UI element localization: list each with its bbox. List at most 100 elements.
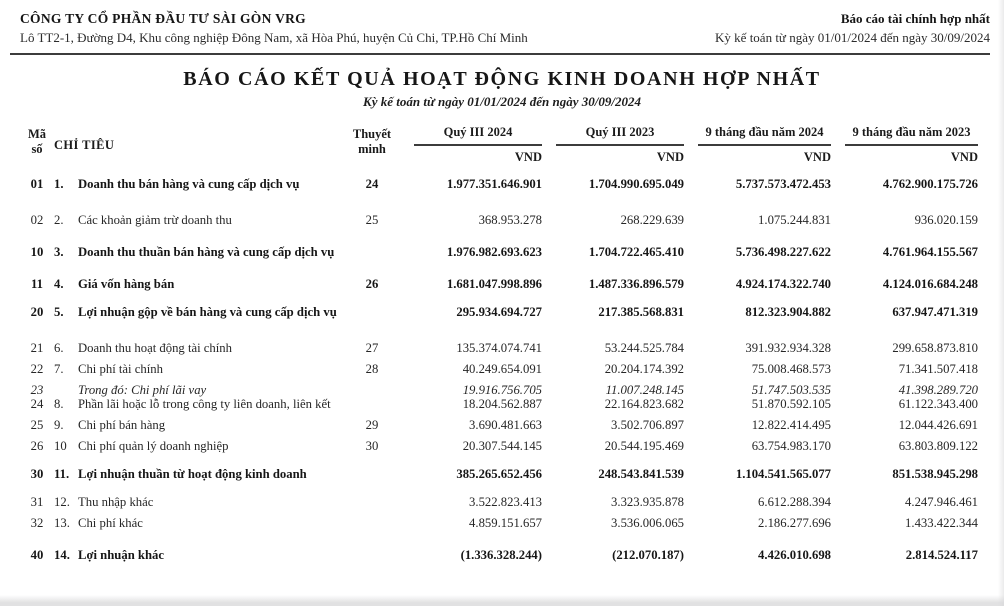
- table-row: 23 Trong đó: Chi phí lãi vay 19.916.756.70…: [20, 383, 982, 397]
- row-indicator-label: Chi phí quản lý doanh nghiệp: [78, 439, 229, 453]
- table-row: 11 4. Giá vốn hàng bán 26 1.681.047.998.896 1…: [20, 277, 982, 291]
- row-indicator: 8. Phần lãi hoặc lỗ trong công ty liên do…: [54, 397, 344, 411]
- value-q3-2023: 11.007.248.145: [605, 383, 684, 397]
- row-note-ref: [344, 516, 400, 530]
- row-indicator-number: 5.: [54, 305, 64, 319]
- value-q3-2024: 3.690.481.663: [469, 418, 542, 432]
- value-q3-2023: (212.070.187): [612, 548, 684, 562]
- value-q3-2023: 22.164.823.682: [604, 397, 684, 411]
- value-q3-2023: 3.323.935.878: [611, 495, 684, 509]
- value-q3-2023: 3.502.706.897: [611, 418, 684, 432]
- row-indicator: 2. Các khoản giảm trừ doanh thu: [54, 213, 344, 227]
- value-9m-2023: 12.044.426.691: [898, 418, 978, 432]
- value-9m-2023: 4.762.900.175.726: [882, 177, 978, 191]
- column-header-code: Mã số: [20, 125, 54, 165]
- row-indicator-label: Phần lãi hoặc lỗ trong công ty liên doan…: [78, 397, 331, 411]
- row-indicator-number: 11.: [54, 467, 70, 481]
- value-9m-2023: 4.124.016.684.248: [882, 277, 978, 291]
- row-indicator: 7. Chi phí tài chính: [54, 362, 344, 376]
- row-indicator-number: 4.: [54, 277, 64, 291]
- value-9m-2024: 391.932.934.328: [745, 341, 831, 355]
- value-9m-2023: 41.398.289.720: [898, 383, 978, 397]
- value-q3-2023: 20.544.195.469: [604, 439, 684, 453]
- row-note-ref: [344, 383, 400, 397]
- row-indicator-label: Chi phí khác: [78, 516, 143, 530]
- row-code: 25: [30, 418, 44, 432]
- value-9m-2024: 5.737.573.472.453: [735, 177, 831, 191]
- row-indicator-number: 1.: [54, 177, 64, 191]
- row-indicator-number: 3.: [54, 245, 64, 259]
- column-header-code-line1: Mã: [27, 127, 47, 141]
- value-q3-2023: 217.385.568.831: [598, 305, 684, 319]
- row-indicator: 13. Chi phí khác: [54, 516, 344, 530]
- value-9m-2024: 812.323.904.882: [745, 305, 831, 319]
- row-code: 02: [30, 213, 44, 227]
- row-note-ref: 29: [365, 418, 379, 432]
- value-q3-2023: 1.704.722.465.410: [588, 245, 684, 259]
- row-indicator-number: 2.: [54, 213, 64, 227]
- table-row: 32 13. Chi phí khác 4.859.151.657 3.536.006.…: [20, 516, 982, 530]
- value-9m-2023: 2.814.524.117: [905, 548, 978, 562]
- row-note-ref: [344, 548, 400, 562]
- value-9m-2023: 851.538.945.298: [892, 467, 978, 481]
- table-row: 01 1. Doanh thu bán hàng và cung cấp dịch …: [20, 177, 982, 191]
- value-9m-2023: 63.803.809.122: [898, 439, 978, 453]
- value-9m-2024: 5.736.498.227.622: [735, 245, 831, 259]
- row-indicator-label: Doanh thu bán hàng và cung cấp dịch vụ: [78, 177, 300, 191]
- company-address: Lô TT2-1, Đường D4, Khu công nghiệp Đông…: [20, 30, 528, 45]
- unit-label: VND: [803, 150, 831, 164]
- value-9m-2024: 51.747.503.535: [751, 383, 831, 397]
- scan-edge-right: [998, 0, 1004, 606]
- value-q3-2023: 53.244.525.784: [604, 341, 684, 355]
- row-code: 21: [30, 341, 44, 355]
- row-indicator: 3. Doanh thu thuần bán hàng và cung cấp d…: [54, 245, 344, 259]
- row-note-ref: 25: [365, 213, 379, 227]
- row-indicator-label: Chi phí tài chính: [78, 362, 163, 376]
- value-q3-2024: 4.859.151.657: [469, 516, 542, 530]
- row-code: 26: [30, 439, 44, 453]
- row-note-ref: 30: [365, 439, 379, 453]
- period-label: Quý III 2023: [556, 125, 684, 146]
- page-subtitle: Kỳ kế toán từ ngày 01/01/2024 đến ngày 3…: [363, 94, 641, 109]
- unit-label: VND: [656, 150, 684, 164]
- value-9m-2023: 1.433.422.344: [905, 516, 978, 530]
- report-period: Kỳ kế toán từ ngày 01/01/2024 đến ngày 3…: [715, 30, 990, 45]
- column-header-9m-2023: 9 tháng đầu năm 2023 VND: [845, 125, 978, 165]
- letterhead-divider: [10, 53, 990, 55]
- row-indicator-label: Lợi nhuận thuần từ hoạt động kinh doanh: [78, 467, 307, 481]
- value-9m-2024: 51.870.592.105: [751, 397, 831, 411]
- row-indicator: 10 Chi phí quản lý doanh nghiệp: [54, 439, 344, 453]
- value-q3-2023: 1.704.990.695.049: [588, 177, 684, 191]
- row-indicator-label: Lợi nhuận khác: [78, 548, 165, 562]
- table-row: 20 5. Lợi nhuận gộp về bán hàng và cung cấ…: [20, 305, 982, 319]
- letterhead-left: CÔNG TY CỔ PHẦN ĐẦU TƯ SÀI GÒN VRG Lô TT…: [20, 9, 528, 47]
- row-note-ref: [344, 467, 400, 481]
- table-row: 26 10 Chi phí quản lý doanh nghiệp 30 20.307…: [20, 439, 982, 453]
- row-code: 32: [30, 516, 44, 530]
- scan-edge-bottom: [0, 595, 1004, 606]
- value-q3-2023: 268.229.639: [620, 213, 684, 227]
- row-code: 01: [30, 177, 44, 191]
- row-indicator-label: Trong đó: Chi phí lãi vay: [78, 383, 207, 397]
- value-q3-2023: 1.487.336.896.579: [588, 277, 684, 291]
- value-q3-2023: 248.543.841.539: [598, 467, 684, 481]
- row-indicator: 11. Lợi nhuận thuần từ hoạt động kinh doa…: [54, 467, 344, 481]
- unit-label: VND: [514, 150, 542, 164]
- period-label: 9 tháng đầu năm 2024: [698, 125, 831, 146]
- table-row: 21 6. Doanh thu hoạt động tài chính 27 135.3…: [20, 341, 982, 355]
- row-indicator: 14. Lợi nhuận khác: [54, 548, 344, 562]
- value-q3-2024: 1.681.047.998.896: [446, 277, 542, 291]
- row-indicator-label: Giá vốn hàng bán: [78, 277, 175, 291]
- row-code: 31: [30, 495, 44, 509]
- row-indicator: Trong đó: Chi phí lãi vay: [54, 383, 344, 397]
- row-indicator-label: Chi phí bán hàng: [78, 418, 166, 432]
- row-note-ref: 28: [365, 362, 379, 376]
- value-9m-2023: 71.341.507.418: [898, 362, 978, 376]
- value-9m-2024: 12.822.414.495: [751, 418, 831, 432]
- row-code: 20: [30, 305, 44, 319]
- table-header: Mã số CHỈ TIÊU Thuyết minh Quý III 2024 …: [20, 125, 982, 165]
- value-q3-2024: 40.249.654.091: [462, 362, 542, 376]
- value-9m-2024: 1.104.541.565.077: [735, 467, 831, 481]
- page-title: BÁO CÁO KẾT QUẢ HOẠT ĐỘNG KINH DOANH HỢP…: [183, 68, 821, 90]
